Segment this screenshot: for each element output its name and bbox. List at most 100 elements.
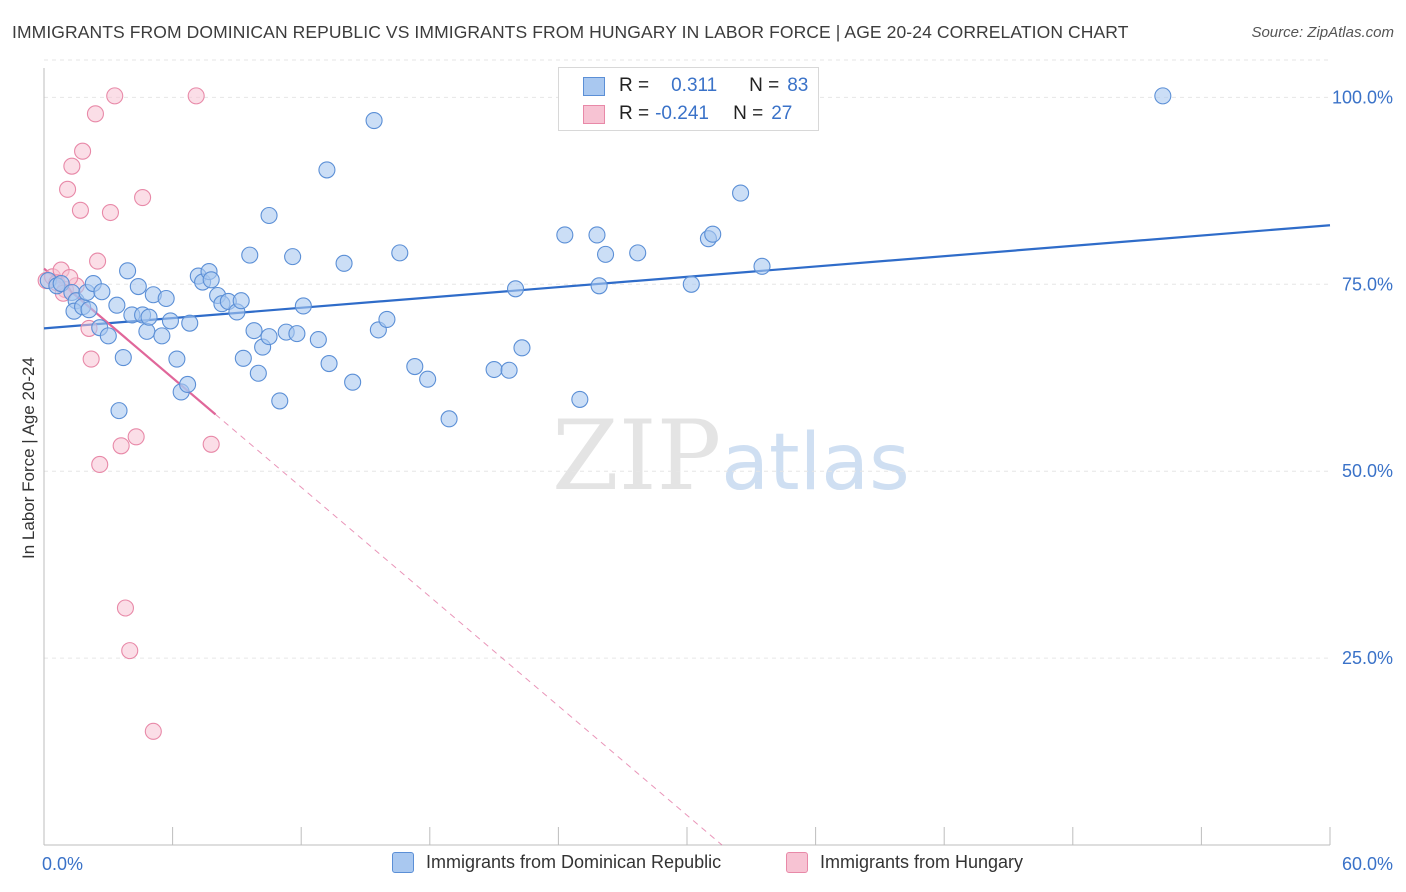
legend-n-label: N = [749, 75, 780, 96]
dominican-point [114, 349, 132, 367]
dominican-point [406, 357, 424, 376]
y-tick-label: 100.0% [1332, 87, 1393, 107]
dominican-point [241, 246, 259, 264]
dominican-point [138, 322, 156, 340]
watermark-atlas: atlas [721, 418, 910, 508]
watermark: ZIPatlas [552, 400, 910, 512]
hungary-trend-extrapolation [215, 413, 723, 846]
dominican-point [365, 112, 383, 130]
dominican-point [732, 184, 750, 202]
source-label: Source: ZipAtlas.com [1251, 24, 1394, 41]
dominican-point [181, 314, 199, 332]
dominican-point [93, 283, 111, 301]
hungary-point [116, 599, 134, 617]
watermark-zip: ZIP [552, 400, 722, 512]
legend-swatch-pink [583, 104, 605, 124]
dominican-point [202, 271, 220, 289]
dominican-point [260, 328, 278, 346]
dominican-point [378, 310, 396, 328]
hungary-point [86, 105, 104, 123]
x-tick-label: 60.0% [1342, 854, 1393, 874]
bottom-legend-swatch-pink [786, 852, 808, 873]
dominican-point [556, 226, 574, 244]
x-tick-label: 0.0% [42, 854, 83, 874]
dominican-trend-line [43, 224, 1331, 330]
bottom-legend-swatch-blue [392, 852, 414, 873]
legend-n-value: 83 [787, 75, 809, 96]
hungary-point [101, 203, 119, 222]
legend-r-value: 0.311 [671, 75, 718, 96]
dominican-point [153, 327, 171, 345]
dominican-point [588, 226, 606, 244]
hungary-point [89, 252, 107, 270]
hungary-point [59, 180, 77, 198]
dominican-point [513, 339, 531, 357]
bottom-legend-hungary: Immigrants from Hungary [786, 852, 1023, 873]
dominican-point [249, 364, 267, 382]
dominican-point [440, 410, 458, 428]
dominican-point [129, 277, 147, 296]
dominican-point [344, 373, 362, 391]
dominican-point [571, 390, 589, 408]
dominican-point [485, 360, 503, 379]
legend-row-hungary: R = -0.241 N = 27 [583, 102, 792, 126]
dominican-point [234, 349, 252, 367]
dominican-point [391, 244, 409, 262]
dominican-point [288, 325, 306, 343]
hungary-point [127, 428, 145, 446]
dominican-point [110, 402, 128, 420]
dominican-point [419, 370, 437, 388]
dominican-point [320, 354, 338, 373]
dominican-point [590, 277, 608, 295]
tick-labels: 25.0% 50.0% 75.0% 100.0% 0.0% 60.0% [42, 87, 1393, 874]
dominican-point [260, 206, 278, 225]
legend-r-label: R = [619, 103, 650, 124]
dominican-point [629, 244, 647, 262]
dominican-point [309, 331, 327, 349]
dominican-point [168, 350, 186, 368]
dominican-point [119, 262, 137, 280]
dominican-point [232, 292, 250, 310]
dominican-point [99, 327, 117, 345]
hungary-point [106, 87, 124, 105]
legend-n-label: N = [733, 103, 764, 124]
stats-legend: R = 0.311 N = 83 R = -0.241 N = 27 [558, 67, 819, 131]
dominican-point [294, 297, 312, 315]
hungary-point [63, 157, 81, 175]
hungary-point [134, 189, 152, 207]
bottom-legend-label: Immigrants from Dominican Republic [426, 852, 722, 872]
legend-r-label: R = [619, 75, 650, 96]
y-tick-label: 50.0% [1342, 461, 1393, 481]
dominican-point [179, 375, 197, 394]
dominican-point [271, 392, 289, 410]
bottom-legend-label: Immigrants from Hungary [820, 852, 1024, 872]
dominican-point [157, 289, 175, 308]
dominican-point [682, 275, 700, 293]
axes [43, 68, 1331, 846]
dominican-point [284, 248, 302, 266]
hungary-point [71, 201, 89, 219]
legend-swatch-blue [583, 76, 605, 96]
dominican-point [140, 308, 158, 326]
dominican-point [597, 245, 615, 263]
dominican-point [704, 225, 722, 243]
bottom-legend-dominican: Immigrants from Dominican Republic [392, 852, 721, 873]
hungary-point [121, 642, 139, 660]
hungary-point [202, 435, 220, 453]
chart-title: IMMIGRANTS FROM DOMINICAN REPUBLIC VS IM… [12, 22, 1129, 42]
dominican-point [108, 296, 126, 314]
dominican-point [245, 322, 263, 340]
dominican-point [318, 161, 336, 179]
hungary-point [74, 142, 92, 160]
dominican-point [161, 312, 180, 330]
legend-row-dominican: R = 0.311 N = 83 [583, 74, 808, 98]
hungary-point [112, 437, 130, 455]
dominican-point [80, 301, 98, 319]
hungary-point [144, 722, 162, 740]
legend-n-value: 27 [771, 103, 793, 124]
dominican-point [753, 257, 771, 275]
y-tick-label: 25.0% [1342, 648, 1393, 668]
dominican-point [500, 361, 518, 379]
legend-r-value: -0.241 [655, 103, 709, 124]
